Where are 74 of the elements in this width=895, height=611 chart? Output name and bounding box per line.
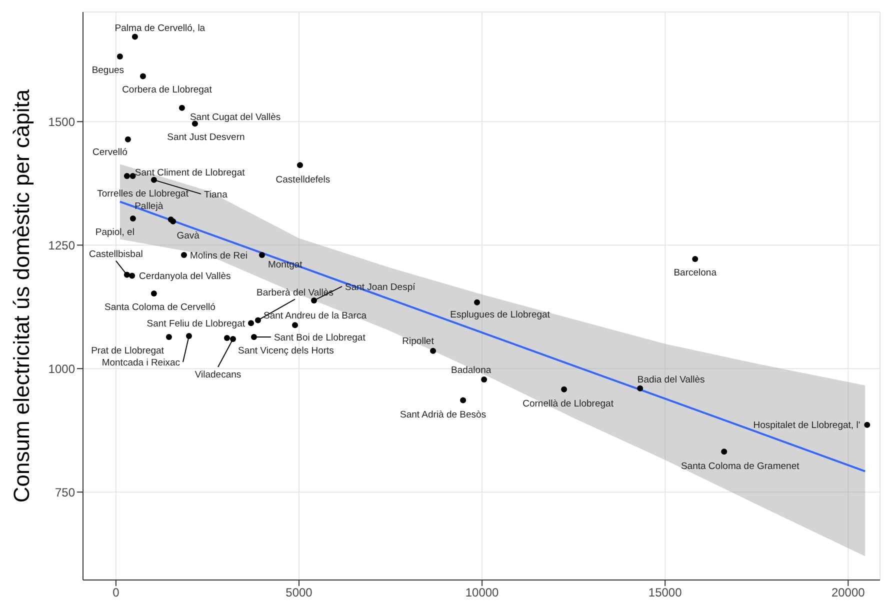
point	[292, 322, 298, 328]
point	[224, 334, 230, 341]
y-tick-label: 1500	[48, 114, 76, 129]
annotation: Palma de Cervelló, la	[114, 23, 206, 34]
annotation: Viladecans	[194, 369, 242, 380]
point	[258, 252, 265, 258]
point	[721, 448, 728, 455]
annotation: Pallejà	[134, 200, 164, 212]
point	[430, 348, 436, 354]
point	[130, 215, 136, 222]
annotation: Santa Coloma de Cervelló	[104, 302, 216, 313]
annotation: Sant Climent de Llobregat	[134, 167, 246, 178]
annotation: Badalona	[450, 364, 492, 376]
point	[166, 334, 172, 340]
annotation: Papiol, el	[95, 226, 134, 238]
annotation: Molins de Rei	[190, 250, 248, 262]
point	[129, 272, 136, 279]
point	[637, 385, 644, 392]
point	[150, 290, 157, 297]
point	[192, 120, 198, 127]
point	[692, 256, 698, 262]
point	[150, 176, 157, 183]
point	[180, 252, 187, 258]
annotation: Santa Coloma de Gramenet	[680, 460, 800, 472]
y-tick-label: 1000	[48, 362, 76, 376]
x-tick-label: 15000	[648, 586, 682, 600]
x-tick-label: 0	[112, 586, 120, 600]
point	[248, 320, 254, 326]
annotation: Sant Adrià de Besòs	[400, 410, 486, 421]
annotation: Sant Cugat del Vallès	[190, 112, 281, 124]
point	[116, 53, 123, 60]
point	[481, 376, 488, 382]
point	[460, 397, 466, 404]
point	[561, 386, 568, 392]
x-tick-label: 5000	[286, 586, 313, 600]
point	[296, 162, 303, 168]
y-axis-title: Consum electricitat ús domèstic per càpita	[8, 88, 34, 503]
annotation: Sant Boi de Llobregat	[274, 332, 366, 344]
annotation: Montcada i Reixac	[102, 357, 180, 368]
annotation: Sant Just Desvern	[167, 132, 245, 143]
x-tick-label: 20000	[831, 586, 866, 600]
annotation: Cerdanyola del Vallès	[139, 271, 232, 282]
point	[311, 297, 318, 304]
annotation: Esplugues de Llobregat	[450, 310, 550, 321]
annotation: Badia del Vallès	[637, 374, 706, 386]
annotation: Tiana	[204, 189, 228, 200]
annotation: Prat de Llobregat	[91, 345, 164, 356]
point	[230, 336, 236, 342]
annotation: Sant Feliu de Llobregat	[146, 318, 246, 330]
annotation: Cornellà de Llobregat	[522, 398, 614, 410]
y-tick-label: 750	[54, 485, 76, 500]
annotation: Gavà	[176, 230, 200, 242]
annotation: Barcelona	[674, 267, 718, 278]
point	[474, 299, 480, 306]
annotation: Corbera de Llobregat	[122, 84, 212, 96]
point	[140, 73, 146, 80]
point	[864, 422, 870, 428]
point	[124, 136, 131, 142]
annotation: Castelldefels	[276, 174, 330, 186]
x-tick-label: 10000	[465, 586, 500, 600]
point	[132, 34, 138, 40]
point	[124, 172, 130, 179]
annotation: Begues	[92, 64, 124, 76]
annotation: Sant Vicenç dels Horts	[238, 345, 334, 356]
point	[170, 218, 176, 224]
annotation: Sant Andreu de la Barca	[264, 310, 368, 322]
annotation: Torrelles de Llobregat	[97, 188, 189, 200]
point	[178, 104, 185, 111]
annotation: Hospitalet de Llobregat, l'	[753, 420, 860, 432]
y-tick-label: 1250	[48, 238, 76, 252]
annotation: Ripollet	[402, 336, 434, 348]
annotation: Castellbisbal	[88, 249, 143, 260]
point	[130, 172, 136, 179]
annotation: Cervelló	[92, 146, 128, 158]
